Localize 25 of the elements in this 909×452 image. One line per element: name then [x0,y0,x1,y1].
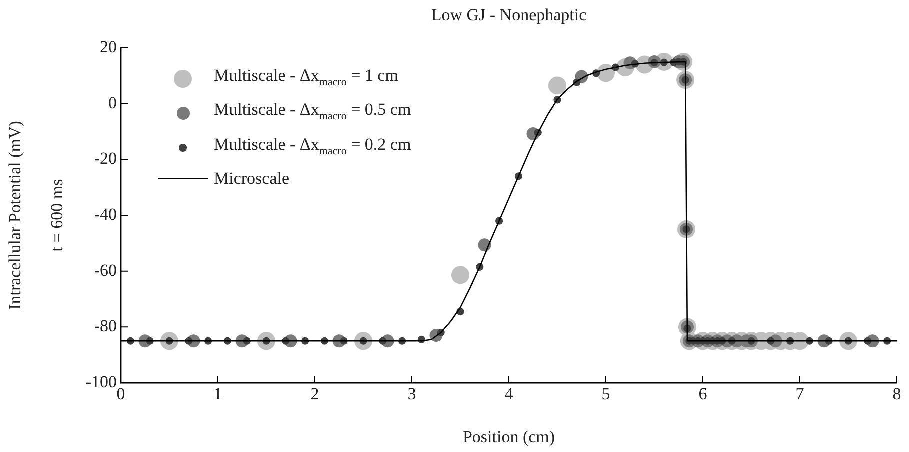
x-tick-label: 4 [504,384,514,404]
x-tick-label: 1 [214,384,222,404]
y-axis-title: Intracellular Potential (mV) [6,121,25,310]
x-tick-label: 8 [892,384,902,404]
x-tick-label: 2 [310,384,320,404]
y-tick-label: 20 [100,37,117,56]
x-axis-title: Position (cm) [462,427,556,446]
text: t = 600 ms [47,179,66,252]
y-tick-label: -60 [94,260,117,280]
y-tick-label: 0 [108,93,117,112]
x-tick-label: 3 [408,384,416,404]
y-tick-label: -40 [94,204,117,224]
legend-label: Multiscale - Δx$_{macro}$ = 0.5 cm [214,99,412,125]
y-tick-label: -20 [94,149,117,168]
chart-title: Low GJ - Nonephaptic [431,5,588,24]
x-tick-label: 7 [796,384,805,404]
legend-label: Multiscale - Δx$_{macro}$ = 0.2 cm [214,134,412,160]
x-tick-label: 6 [698,384,708,404]
x-tick-label: 5 [602,384,610,404]
y-tick-label: -80 [94,316,117,336]
y-tick-label: -100 [86,372,117,392]
legend-label: Multiscale - Δx$_{macro}$ = 1 cm [214,65,398,90]
legend-label: Microscale [214,168,290,190]
point [452,266,470,284]
point [548,76,566,95]
